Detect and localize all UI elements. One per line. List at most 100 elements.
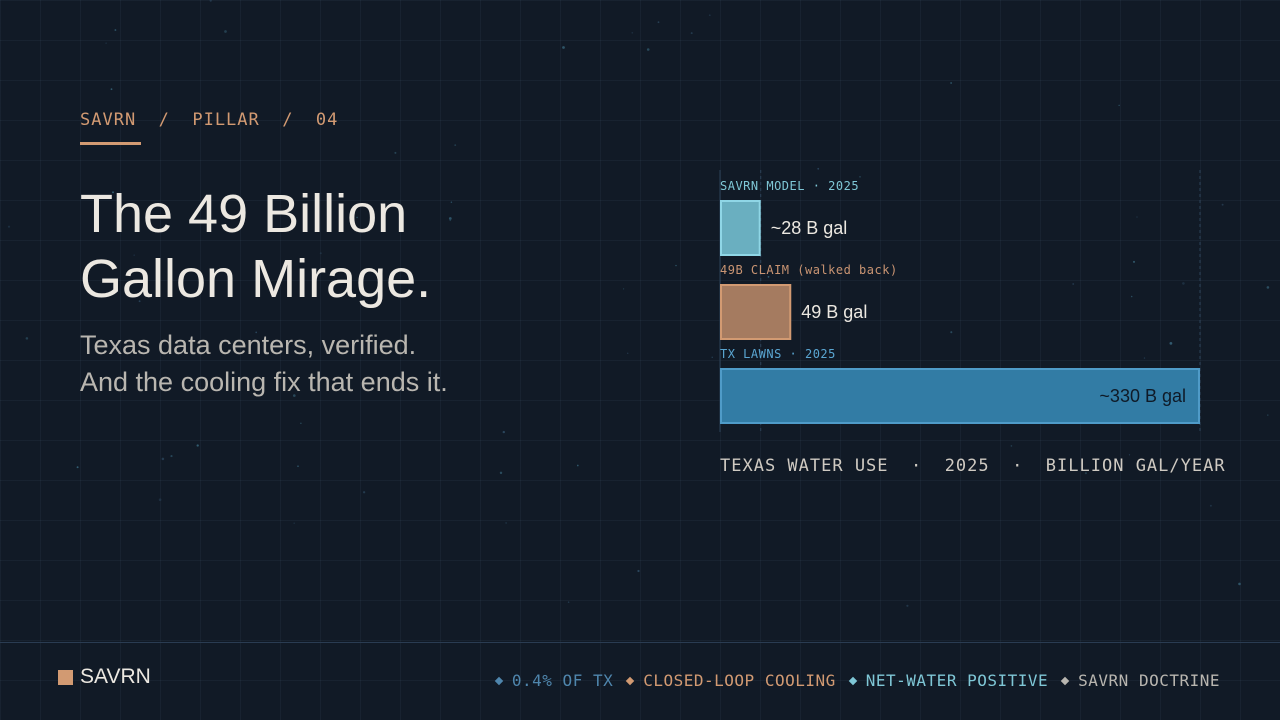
footer-tag-net-water: NET-WATER POSITIVE — [848, 671, 1049, 690]
star-dot — [711, 356, 713, 358]
star-dot — [1136, 216, 1138, 218]
diamond-bullet-icon — [1060, 676, 1070, 685]
eyebrow-underline — [80, 142, 141, 145]
star-dot — [292, 394, 296, 397]
star-dot — [356, 216, 358, 219]
eyebrow-breadcrumb: SAVRN / PILLAR / 04 — [80, 110, 339, 130]
star-dot — [1221, 203, 1224, 206]
star-dot — [950, 82, 952, 84]
footer-tags: 0.4% OF TX CLOSED-LOOP COOLING NET-WATER… — [494, 671, 1220, 690]
data-bar — [720, 284, 792, 340]
star-dot — [1130, 295, 1133, 298]
star-dot — [817, 167, 820, 170]
diamond-bullet-icon — [848, 676, 857, 685]
subhead-line-2: And the cooling fix that ends it. — [80, 367, 448, 397]
star-dot — [394, 151, 397, 154]
star-dot — [906, 604, 909, 607]
star-dot — [7, 225, 11, 228]
star-dot — [1010, 445, 1013, 447]
star-dot — [499, 471, 503, 475]
bar-caption: TX LAWNS · 2025 — [720, 347, 836, 361]
star-dot — [25, 337, 29, 340]
bar-value-label: 49 B gal — [801, 302, 867, 322]
star-dot — [296, 343, 299, 346]
star-dot — [1118, 104, 1120, 106]
data-bar — [720, 368, 1200, 424]
star-dot — [110, 88, 113, 91]
star-dot — [690, 32, 693, 35]
star-dot — [454, 144, 457, 146]
star-dot — [1169, 342, 1173, 345]
star-dot — [627, 352, 629, 354]
footer-tag-label: NET-WATER POSITIVE — [865, 671, 1049, 690]
star-dot — [450, 201, 453, 203]
star-dot — [950, 331, 953, 334]
footer-brand: SAVRN — [58, 665, 151, 689]
star-dot — [297, 465, 299, 468]
star-dot — [675, 264, 677, 267]
bar-value-label: ~330 B gal — [1099, 386, 1186, 406]
brand-logo-square — [58, 669, 73, 685]
headline-line-2: Gallon Mirage. — [80, 249, 432, 309]
chart-axis-caption: TEXAS WATER USE · 2025 · BILLION GAL/YEA… — [720, 456, 1226, 476]
star-dot — [300, 422, 302, 425]
star-dot — [1267, 414, 1269, 416]
star-dot — [1072, 283, 1075, 285]
headline-line-1: The 49 Billion — [80, 184, 408, 244]
star-dot — [562, 46, 565, 49]
star-dot — [767, 276, 770, 278]
star-dot — [449, 219, 451, 222]
star-dot — [1143, 357, 1146, 359]
footer-tag-doctrine: SAVRN DOCTRINE — [1060, 671, 1220, 690]
star-dot — [76, 466, 79, 469]
star-dot — [1084, 472, 1087, 475]
star-dot — [708, 14, 711, 17]
star-dot — [502, 430, 505, 434]
footer-tag-label: 0.4% OF TX — [511, 671, 614, 690]
brand-name: SAVRN — [80, 665, 151, 688]
star-dot — [1182, 282, 1185, 285]
star-dot — [209, 0, 212, 2]
star-dot — [114, 29, 117, 31]
star-dot — [505, 522, 507, 524]
star-dot — [362, 491, 366, 494]
star-dot — [224, 30, 227, 33]
footer-tag-cooling: CLOSED-LOOP COOLING — [625, 671, 836, 690]
star-dot — [196, 444, 199, 447]
bar-caption: SAVRN MODEL · 2025 — [720, 179, 859, 193]
star-dot — [657, 21, 660, 24]
diamond-bullet-icon — [625, 676, 635, 685]
subheadline: Texas data centers, verified. And the co… — [80, 327, 448, 401]
star-dot — [112, 191, 114, 194]
star-dot — [255, 331, 258, 334]
star-dot — [161, 457, 165, 461]
data-bar — [720, 200, 761, 256]
star-dot — [637, 569, 640, 573]
star-dot — [319, 252, 322, 255]
star-dot — [1209, 504, 1212, 507]
bar-value-label: ~28 B gal — [771, 218, 848, 238]
star-dot — [138, 300, 141, 303]
star-dot — [133, 254, 135, 256]
subhead-line-1: Texas data centers, verified. — [80, 330, 417, 360]
star-dot — [1133, 260, 1135, 263]
diamond-bullet-icon — [494, 676, 504, 685]
star-dot — [623, 288, 625, 290]
footer-tag-label: SAVRN DOCTRINE — [1078, 671, 1220, 690]
bar-caption: 49B CLAIM (walked back) — [720, 263, 898, 277]
star-dot — [1238, 582, 1241, 586]
star-dot — [293, 522, 295, 524]
star-dot — [1128, 454, 1131, 456]
star-dot — [1266, 286, 1270, 289]
star-dot — [170, 455, 173, 458]
headline: The 49 Billion Gallon Mirage. — [80, 182, 431, 312]
star-dot — [859, 176, 861, 178]
star-dot — [576, 464, 579, 467]
star-dot — [395, 387, 398, 389]
footer-tag-label: CLOSED-LOOP COOLING — [643, 671, 836, 690]
footer-divider — [0, 642, 1280, 643]
star-dot — [567, 601, 570, 603]
